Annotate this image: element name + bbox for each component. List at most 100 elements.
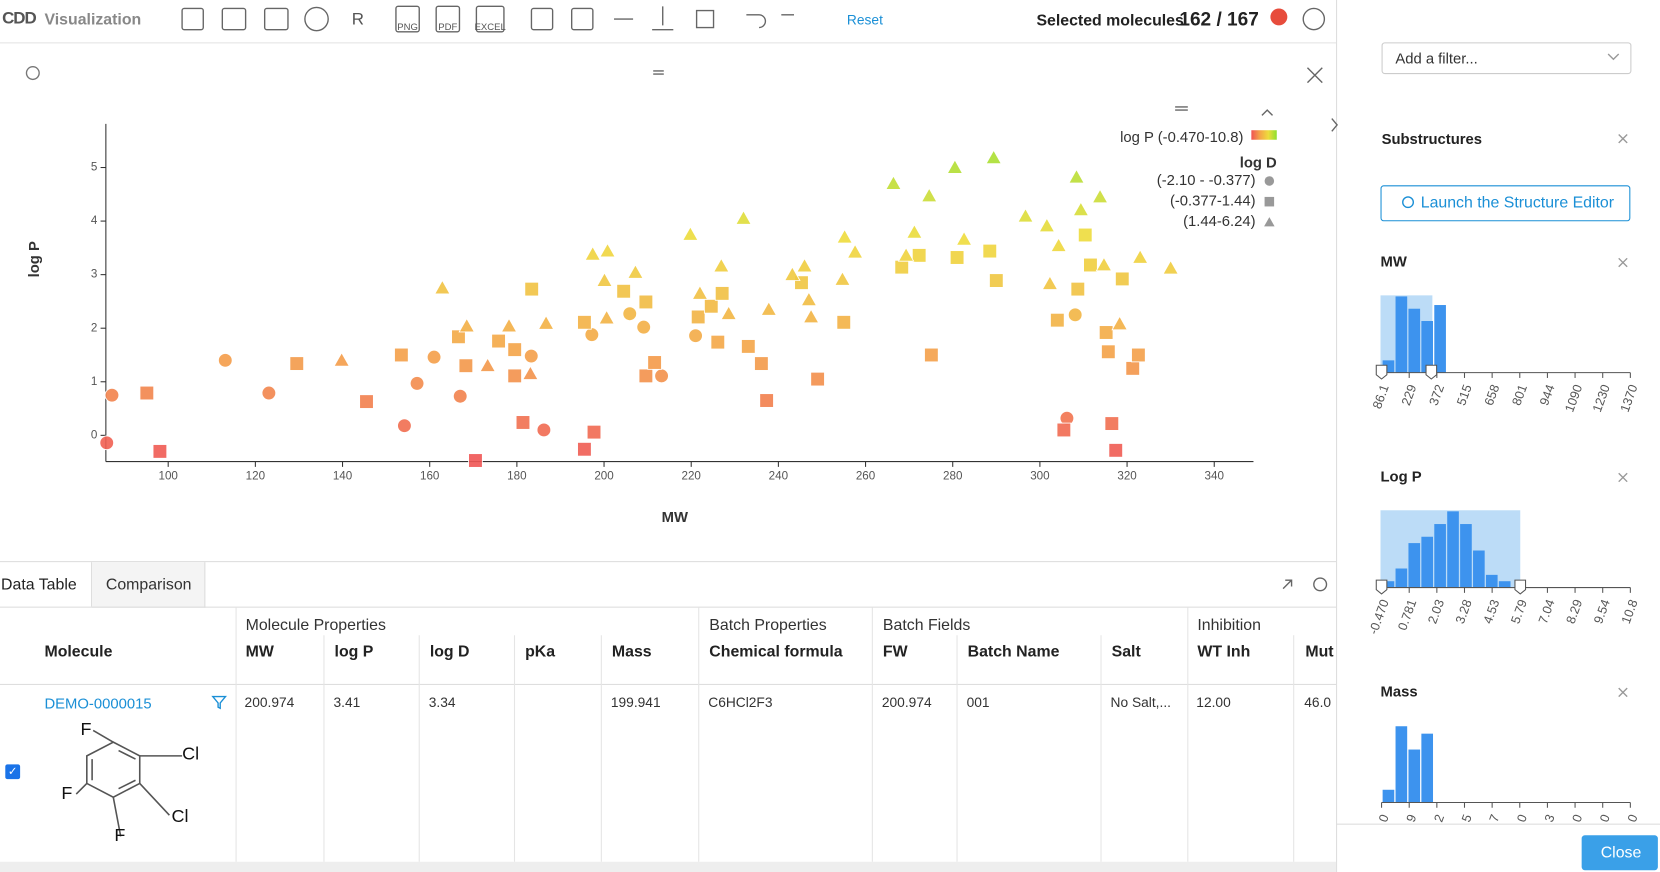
tab[interactable]: Comparison [105,575,192,594]
histogram-tick-label: 0 [1625,813,1641,824]
point [810,371,825,387]
launch-button[interactable] [1380,185,1631,222]
histogram-tick-label: 1230 [1590,383,1613,414]
point [638,294,654,310]
point [636,319,652,335]
row-checkbox[interactable]: ✓ [5,764,21,780]
point [1098,325,1114,340]
filter-select[interactable] [1381,42,1632,75]
column-header: Molecule [44,642,113,661]
point [955,230,973,246]
histogram-tick-label: 944 [1537,383,1557,408]
point [599,242,616,258]
scrollbar[interactable] [0,861,1337,872]
sidebar-icons [25,53,1628,710]
point [577,315,592,330]
point [596,272,613,287]
filter-placeholder[interactable]: Add a filter... [1395,49,1478,67]
x-tick-label: 180 [507,469,527,482]
divider [0,561,1337,563]
x-tick-label: 120 [246,469,266,482]
section-title: Substructures [1381,130,1483,148]
reset[interactable]: Reset [846,11,883,28]
point [1131,249,1149,264]
histogram-tick-label: 2.03 [1425,598,1447,626]
close-button[interactable] [1581,835,1658,871]
point [507,342,523,357]
rule [0,606,1337,608]
launch-label[interactable]: Launch the Structure Editor [1420,193,1615,212]
point [333,351,350,367]
range-handle [1514,579,1527,595]
group-header: Inhibition [1197,616,1261,635]
point [1068,168,1085,184]
point [741,339,756,354]
alert[interactable] [1270,8,1288,26]
histogram-bar [1408,543,1421,588]
x-tick-label: 200 [594,469,614,482]
point [1083,257,1098,273]
x-tick-label: 140 [333,469,353,482]
histogram-tick-label: 10.8 [1619,598,1641,626]
atom-label: F [114,825,125,845]
cell: 3.41 [333,694,361,711]
point [1108,443,1124,458]
color-legend: log P (-0.470-10.8) [1120,128,1244,146]
point [1050,312,1065,328]
cell: 46.0 [1304,694,1332,711]
point [584,245,602,261]
histogram-tick-label: 7 [1487,813,1503,824]
column-header: log P [334,642,374,661]
x-axis-label[interactable]: MW [661,508,689,526]
close-label[interactable]: Close [1600,843,1642,862]
point [1125,361,1141,376]
point [104,387,120,403]
point [897,246,915,262]
point [1038,217,1056,233]
point [784,266,801,281]
molecule-structure [75,729,183,837]
point [1131,347,1146,363]
point [586,424,602,440]
histogram-tick-label: 801 [1510,383,1530,408]
histogram-bar [1382,360,1395,373]
tab-active[interactable] [0,562,93,607]
histogram-tick-label: 9 [1404,813,1420,824]
selection-count: 162 / 167 [1179,8,1259,30]
x-tick-label: 320 [1117,469,1137,482]
point [627,264,644,279]
point [523,348,539,364]
button-label[interactable]: EXCEL [475,22,506,33]
button-label[interactable]: R [352,10,364,29]
point [906,223,923,239]
histogram-tick-label: 5.79 [1508,598,1530,626]
point [688,328,703,344]
legend-label: (-0.377-1.44) [1170,194,1256,210]
point [894,259,910,275]
point [703,298,719,314]
button-label[interactable]: PNG [397,22,418,33]
point [1162,259,1179,275]
column-header: MW [245,642,274,661]
y-tick-label: 0 [91,428,98,441]
column-header: Chemical formula [709,642,843,661]
tab-bg[interactable] [92,562,206,608]
y-tick-label: 5 [91,161,97,174]
column-header: Salt [1111,642,1141,661]
point [690,309,706,325]
point [468,453,483,468]
histogram-bar [1421,733,1434,803]
button-label[interactable]: PDF [438,22,457,33]
point [479,357,496,372]
point [616,283,631,299]
point [491,333,506,349]
point [536,422,552,438]
toolbar-icons [181,5,1338,132]
point [949,250,965,265]
x-tick-label: 240 [769,469,789,482]
point [920,187,938,203]
tab[interactable]: Data Table [1,575,77,594]
logo[interactable]: CDD [2,9,37,28]
cell: 001 [966,694,990,711]
histogram-bar [1395,568,1408,588]
